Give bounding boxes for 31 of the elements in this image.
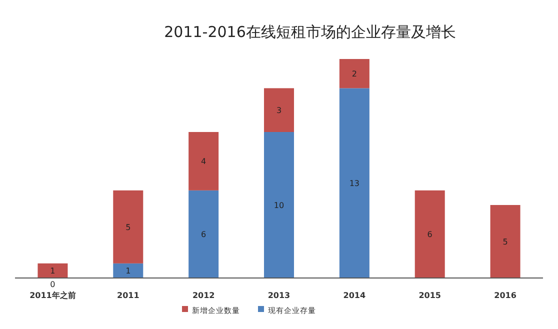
data-label: 4 <box>201 157 206 166</box>
bar <box>113 263 144 278</box>
x-tick-label: 2016 <box>494 291 517 300</box>
bar <box>339 88 370 278</box>
bar <box>264 132 294 278</box>
data-label: 2 <box>352 70 357 79</box>
bar <box>264 88 294 132</box>
x-tick-label: 2012 <box>192 291 215 300</box>
data-label: 5 <box>502 238 508 246</box>
data-label: 13 <box>349 179 360 188</box>
data-label: 0 <box>50 280 56 289</box>
x-tick-label: 2015 <box>418 291 442 300</box>
data-label: 6 <box>427 230 432 240</box>
data-label: 3 <box>276 106 282 116</box>
bar <box>339 59 370 88</box>
x-tick-label: 2013 <box>268 291 290 300</box>
bar <box>490 205 520 278</box>
data-label: 10 <box>274 201 284 210</box>
x-tick-label: 2011 <box>117 291 140 300</box>
bar <box>38 263 68 278</box>
bar <box>188 190 219 278</box>
data-label: 5 <box>126 222 131 232</box>
chart-title: 2011-2016在线短租市场的企业存量及增长 <box>164 23 456 41</box>
data-label: 1 <box>50 266 56 276</box>
x-tick-label: 2014 <box>343 291 366 300</box>
bar <box>414 190 445 278</box>
x-tick-label: 2011年之前 <box>30 290 76 300</box>
bar <box>188 132 219 190</box>
bar <box>113 190 144 264</box>
data-label: 1 <box>126 266 131 276</box>
data-label: 6 <box>201 230 206 240</box>
